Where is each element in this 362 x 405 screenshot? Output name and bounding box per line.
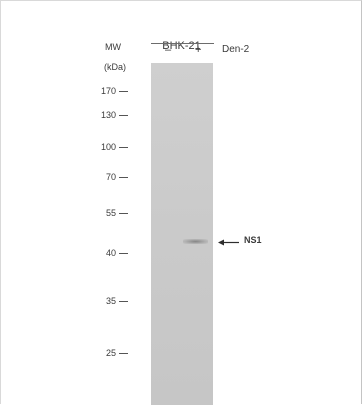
- marker-label: 100: [100, 142, 116, 152]
- left-arrow-icon: [218, 239, 239, 246]
- cell-line-underline: [151, 43, 214, 44]
- marker-row: 55: [80, 208, 130, 220]
- mw-label: MW: [105, 42, 121, 52]
- lane-plus-label: +: [195, 44, 202, 56]
- marker-row: 130: [80, 110, 130, 122]
- marker-row: 70: [80, 172, 130, 184]
- treatment-label: Den-2: [222, 44, 250, 55]
- marker-label: 40: [105, 248, 116, 258]
- lane-minus-label: –: [165, 44, 172, 56]
- marker-tick: [119, 91, 128, 92]
- marker-tick: [119, 147, 128, 148]
- ns1-label: NS1: [244, 235, 262, 245]
- marker-tick: [119, 253, 128, 254]
- marker-label: 70: [105, 172, 116, 182]
- marker-tick: [119, 115, 128, 116]
- marker-label: 25: [105, 348, 116, 358]
- marker-label: 170: [100, 86, 116, 96]
- marker-row: 170: [80, 86, 130, 98]
- marker-row: 100: [80, 142, 130, 154]
- blot-membrane: [151, 63, 213, 405]
- marker-tick: [119, 177, 128, 178]
- unit-label: (kDa): [104, 62, 126, 72]
- marker-row: 40: [80, 248, 130, 260]
- marker-row: 35: [80, 296, 130, 308]
- marker-tick: [119, 301, 128, 302]
- cell-line-label: BHK-21: [162, 40, 201, 52]
- marker-label: 130: [100, 110, 116, 120]
- marker-label: 35: [105, 296, 116, 306]
- marker-tick: [119, 353, 128, 354]
- marker-label: 55: [105, 208, 116, 218]
- marker-tick: [119, 213, 128, 214]
- ns1-band: [183, 239, 208, 244]
- marker-row: 25: [80, 348, 130, 360]
